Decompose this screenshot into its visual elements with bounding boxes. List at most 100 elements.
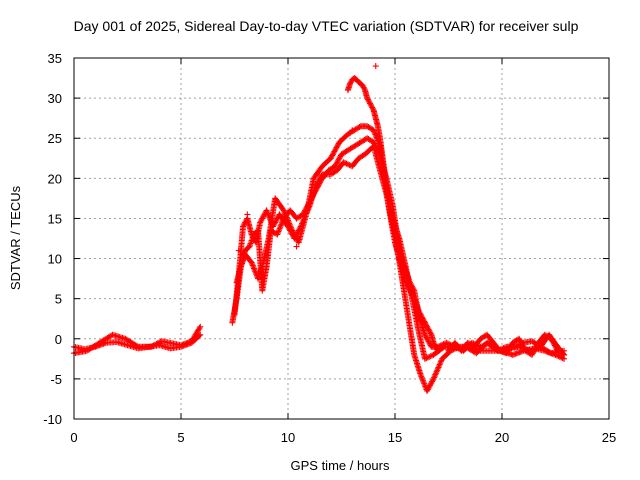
data-point	[431, 342, 438, 349]
data-point	[313, 186, 320, 193]
data-point	[419, 314, 426, 321]
data-point	[407, 288, 414, 295]
y-tick-label: -5	[50, 372, 62, 387]
data-point	[340, 159, 347, 166]
data-point	[197, 323, 204, 330]
data-point	[302, 206, 309, 213]
grid-lines	[74, 58, 609, 419]
data-point	[240, 223, 247, 230]
data-point	[365, 97, 372, 104]
x-axis-label: GPS time / hours	[291, 458, 390, 473]
y-tick-label: 35	[48, 51, 62, 66]
data-point	[280, 207, 287, 214]
data-point	[426, 383, 433, 390]
data-point	[513, 343, 520, 350]
data-point	[366, 99, 373, 106]
data-point	[426, 327, 433, 334]
data-point	[369, 105, 376, 112]
data-point	[368, 103, 375, 110]
data-point	[287, 223, 294, 230]
data-point	[424, 387, 431, 394]
data-point	[342, 159, 349, 166]
data-point	[304, 202, 311, 209]
data-point	[314, 183, 321, 190]
data-point	[410, 294, 417, 301]
data-point	[426, 382, 433, 389]
data-point	[423, 334, 430, 341]
data-point	[551, 342, 558, 349]
data-point	[349, 127, 356, 134]
data-point	[291, 231, 298, 238]
data-point	[301, 208, 308, 215]
data-point	[150, 342, 157, 349]
data-point	[402, 279, 409, 286]
data-point	[434, 367, 441, 374]
data-point	[434, 346, 441, 353]
data-point	[434, 365, 441, 372]
data-point	[404, 283, 411, 290]
data-point	[404, 282, 411, 289]
data-point	[333, 160, 340, 167]
data-point	[519, 342, 526, 349]
data-point	[427, 330, 434, 337]
axis-ticks: 0 5 10 15 20 25 -10 -5 0 5 10 15 20 25 30 35	[43, 51, 616, 445]
data-point	[411, 297, 418, 304]
data-point	[436, 361, 443, 368]
data-point	[440, 341, 447, 348]
data-point	[517, 338, 524, 345]
data-point	[367, 100, 374, 107]
data-point	[518, 339, 525, 346]
data-point	[300, 210, 307, 217]
y-tick-label: 10	[48, 252, 62, 267]
data-point	[327, 155, 334, 162]
data-point	[360, 84, 367, 91]
data-point	[334, 143, 341, 150]
data-point	[431, 374, 438, 381]
x-tick-label: 5	[177, 430, 184, 445]
series-afternoon-loops	[445, 331, 568, 358]
data-point	[332, 147, 339, 154]
data-point	[299, 211, 306, 218]
data-point	[433, 368, 440, 375]
y-tick-label: -10	[43, 412, 62, 427]
data-point	[153, 340, 160, 347]
data-point	[332, 161, 339, 168]
data-point	[285, 218, 292, 225]
data-point	[316, 180, 323, 187]
x-tick-label: 10	[281, 430, 295, 445]
data-point	[418, 313, 425, 320]
data-point	[314, 184, 321, 191]
data-point	[437, 342, 444, 349]
data-point	[423, 322, 430, 329]
data-point	[334, 159, 341, 166]
data-point	[561, 351, 568, 358]
data-point	[551, 341, 558, 348]
data-point	[406, 287, 413, 294]
data-point	[328, 153, 335, 160]
data-point	[332, 163, 339, 170]
data-point	[434, 347, 441, 354]
data-point	[370, 139, 377, 146]
data-point	[272, 219, 279, 226]
data-point	[425, 326, 432, 333]
data-point	[421, 319, 428, 326]
data-point	[550, 339, 557, 346]
data-point	[429, 377, 436, 384]
data-point	[361, 85, 368, 92]
data-point	[257, 219, 264, 226]
data-point	[260, 212, 267, 219]
data-point	[481, 341, 488, 348]
y-axis-label: SDTVAR / TECUs	[8, 185, 23, 290]
data-point	[408, 290, 415, 297]
data-point	[292, 234, 299, 241]
data-point	[432, 343, 439, 350]
data-point	[373, 144, 380, 151]
data-point	[372, 63, 379, 70]
data-point	[430, 339, 437, 346]
data-point	[305, 200, 312, 207]
data-point	[336, 155, 343, 162]
data-point	[424, 325, 431, 332]
data-point	[289, 228, 296, 235]
data-point	[403, 280, 410, 287]
